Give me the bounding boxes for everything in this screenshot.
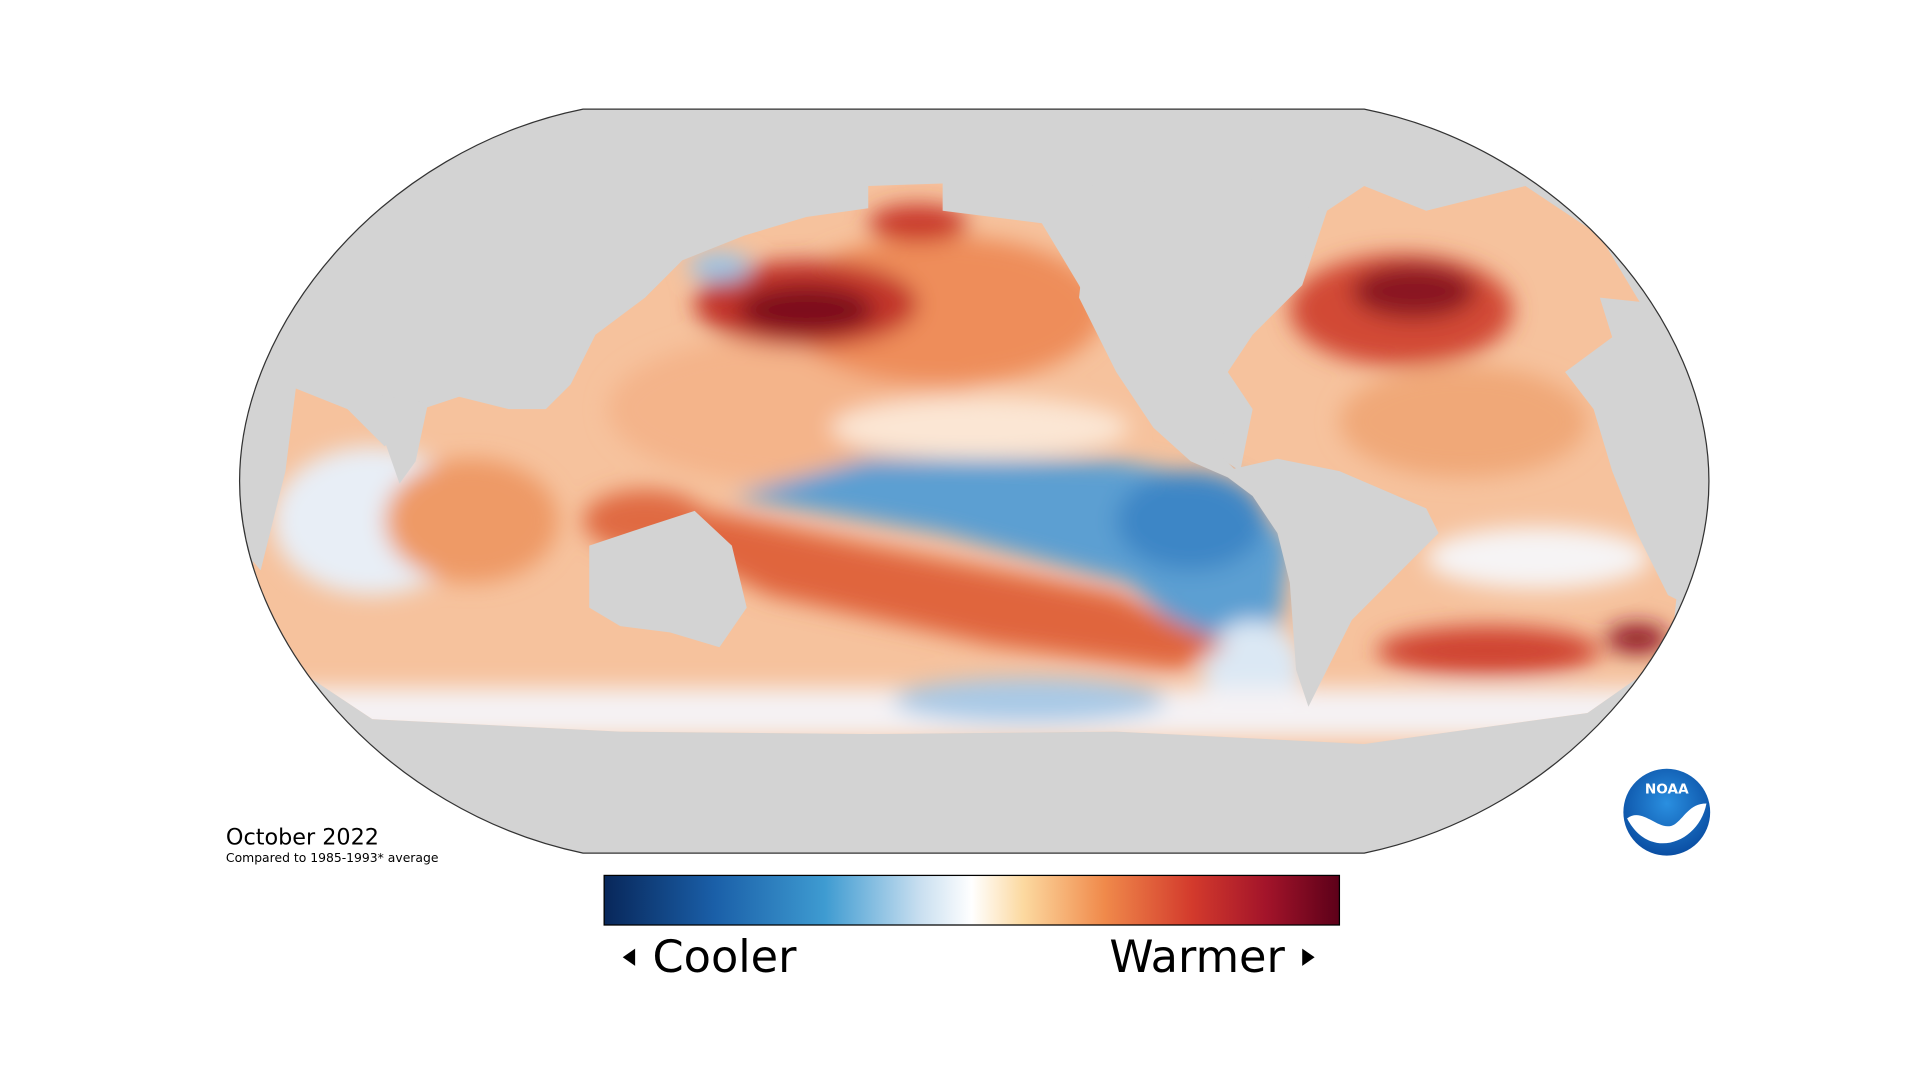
logo-text: NOAA: [1645, 782, 1689, 798]
africa: [1565, 297, 1709, 620]
map-subtitle: Compared to 1985-1993* average: [226, 850, 439, 865]
east-africa: [239, 371, 298, 571]
map-title: October 2022: [226, 824, 379, 850]
color-scale: [603, 874, 1341, 926]
logo-wave: [1627, 803, 1707, 844]
noaa-logo: NOAA: [1623, 768, 1711, 856]
anomaly-blobs: [273, 204, 1669, 738]
india: [372, 394, 429, 484]
map-outline: [238, 108, 1710, 854]
map: [239, 109, 1709, 854]
americas: [1079, 173, 1439, 707]
australia: [589, 510, 747, 648]
legend-low: Cooler: [652, 931, 797, 983]
arrow-left: [622, 948, 636, 966]
arrow-right: [1302, 948, 1315, 966]
legend-high: Warmer: [1109, 931, 1285, 983]
